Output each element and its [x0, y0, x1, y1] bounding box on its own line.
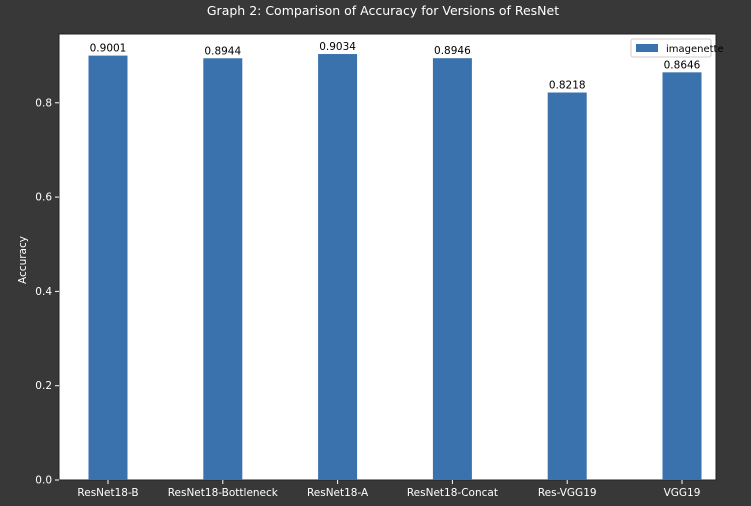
legend: imagenette	[630, 38, 724, 58]
legend-box	[630, 38, 712, 58]
bar	[432, 58, 472, 481]
x-axis: ResNet18-B ResNet18-Bottleneck ResNet18-A R…	[77, 480, 700, 499]
x-tick-label: ResNet18-A	[307, 487, 369, 499]
legend-swatch-imagenette	[636, 44, 658, 52]
y-axis: 0.0 0.2 0.4 0.6 0.8	[35, 97, 59, 487]
bar-data-label: 0.9034	[319, 41, 356, 53]
bar	[203, 58, 243, 481]
x-tick-label: Res-VGG19	[538, 487, 597, 499]
x-tick-label: ResNet18-Bottleneck	[168, 487, 279, 499]
y-tick-label: 0.6	[35, 192, 52, 204]
y-tick-label: 0.0	[35, 475, 52, 487]
y-axis-label: Accuracy	[17, 236, 29, 284]
bar-data-label: 0.9001	[90, 43, 127, 55]
x-tick-label: ResNet18-B	[77, 487, 138, 499]
legend-label-imagenette: imagenette	[666, 44, 724, 55]
y-tick-label: 0.8	[35, 97, 52, 109]
bar-series-imagenette	[88, 54, 702, 481]
x-tick-label: ResNet18-Concat	[407, 487, 498, 499]
bar	[547, 92, 587, 480]
y-tick-label: 0.2	[35, 380, 52, 392]
x-tick-label: VGG19	[664, 487, 701, 499]
bar-data-label: 0.8646	[664, 59, 701, 71]
y-tick-label: 0.4	[35, 286, 52, 298]
bar-data-labels: 0.9001 0.8944 0.9034 0.8946 0.8218 0.8646	[90, 41, 701, 91]
bar	[318, 54, 358, 480]
bar-data-label: 0.8218	[549, 80, 586, 92]
bar	[88, 55, 128, 480]
bar	[662, 72, 702, 480]
plot-area	[58, 33, 717, 481]
chart-title: Graph 2: Comparison of Accuracy for Vers…	[207, 3, 559, 18]
bar-data-label: 0.8946	[434, 45, 471, 57]
bar-data-label: 0.8944	[204, 45, 241, 57]
